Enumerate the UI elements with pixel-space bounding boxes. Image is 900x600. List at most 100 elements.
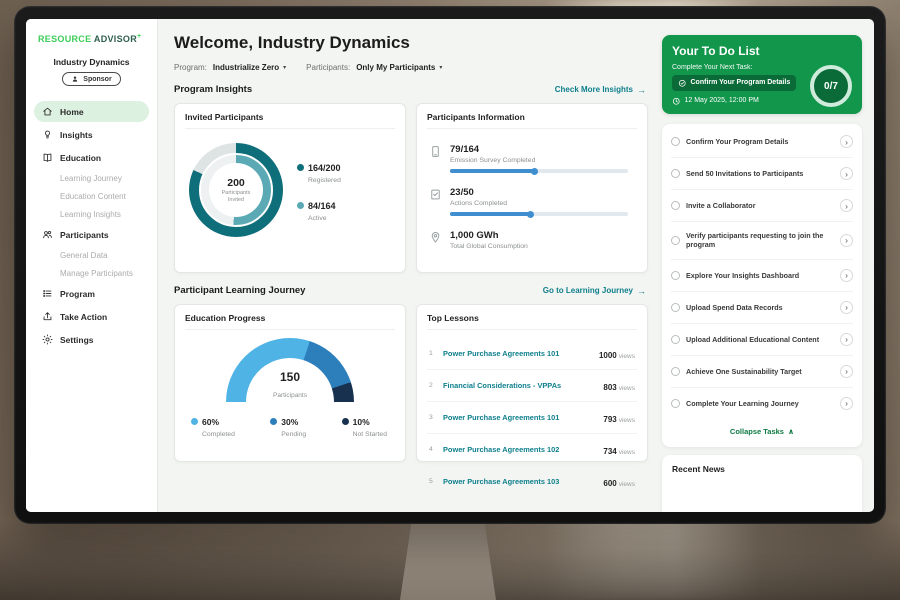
sidebar-item-label: Settings: [60, 334, 94, 345]
program-filter-label: Program:: [174, 63, 207, 72]
chevron-right-icon[interactable]: ›: [840, 332, 853, 346]
invited-donut-center: 200 Participants Invited: [209, 163, 263, 217]
checklist-icon: [431, 189, 440, 200]
sidebar-item-learning-journey[interactable]: Learning Journey: [60, 173, 122, 183]
sidebar-item-participants[interactable]: Participants: [34, 224, 149, 245]
todo-task-list: Confirm Your Program Details › Send 50 I…: [662, 124, 862, 447]
sidebar-item-insights[interactable]: Insights: [34, 124, 149, 145]
invited-donut-chart: 200 Participants Invited 164/200 Registe…: [185, 137, 395, 237]
chevron-right-icon[interactable]: ›: [840, 233, 853, 247]
learning-journey-header: Participant Learning Journey Go to Learn…: [174, 285, 646, 296]
todo-hero-card: Your To Do List Complete Your Next Task:…: [662, 35, 862, 114]
chevron-right-icon[interactable]: ›: [840, 199, 853, 212]
card-title: Participants Information: [427, 112, 637, 129]
chevron-right-icon[interactable]: ›: [840, 396, 853, 410]
todo-panel: Your To Do List Complete Your Next Task:…: [660, 19, 874, 512]
brand-logo: RESOURCE ADVISOR+: [34, 33, 149, 44]
program-select[interactable]: Industrialize Zero ▾: [213, 63, 286, 72]
chevron-right-icon[interactable]: ›: [840, 364, 853, 378]
task-checkbox[interactable]: [671, 398, 680, 408]
lesson-link[interactable]: Power Purchase Agreements 101: [443, 413, 560, 422]
task-checkbox[interactable]: [671, 302, 680, 312]
lesson-link[interactable]: Power Purchase Agreements 103: [443, 477, 560, 486]
lesson-link[interactable]: Financial Considerations - VPPAs: [443, 381, 562, 390]
next-task-pill[interactable]: Confirm Your Program Details: [672, 75, 797, 91]
sidebar-item-home[interactable]: Home: [34, 101, 149, 122]
chevron-right-icon[interactable]: ›: [840, 300, 853, 314]
card-title: Top Lessons: [427, 313, 637, 330]
sidebar-item-education-content[interactable]: Education Content: [60, 191, 126, 201]
sidebar-item-general-data[interactable]: General Data: [60, 250, 108, 260]
task-checkbox[interactable]: [671, 201, 680, 210]
gear-icon: [42, 334, 53, 345]
legend-item-completed: 60% Completed: [191, 412, 235, 438]
task-item[interactable]: Send 50 Invitations to Participants ›: [671, 158, 853, 190]
monitor-bezel: RESOURCE ADVISOR+ Industry Dynamics Spon…: [14, 6, 886, 524]
task-item[interactable]: Upload Additional Educational Content ›: [671, 324, 853, 356]
card-title: Education Progress: [185, 313, 395, 330]
participants-filter-label: Participants:: [306, 63, 351, 72]
task-checkbox[interactable]: [671, 169, 680, 178]
sidebar-item-label: Take Action: [60, 311, 108, 322]
invited-participants-card: Invited Participants 200 Participants In…: [174, 103, 406, 273]
program-insights-title: Program Insights: [174, 84, 253, 95]
participants-information-card: Participants Information 79/164 Emission…: [416, 103, 648, 273]
task-checkbox[interactable]: [671, 334, 680, 344]
task-item[interactable]: Confirm Your Program Details ›: [671, 126, 853, 158]
task-item[interactable]: Complete Your Learning Journey ›: [671, 388, 853, 419]
next-task-datetime: 12 May 2025, 12:00 PM: [672, 97, 852, 106]
participants-select-value: Only My Participants: [356, 63, 436, 72]
sidebar-item-label: Insights: [60, 129, 93, 140]
sidebar-item-learning-insights[interactable]: Learning Insights: [60, 209, 121, 219]
sidebar-item-settings[interactable]: Settings: [34, 329, 149, 350]
recent-news-title: Recent News: [672, 463, 725, 474]
task-item[interactable]: Achieve One Sustainability Target ›: [671, 356, 853, 388]
task-item[interactable]: Explore Your Insights Dashboard ›: [671, 260, 853, 292]
brand-plus: +: [137, 33, 142, 40]
sidebar-item-education[interactable]: Education: [34, 147, 149, 168]
chevron-right-icon[interactable]: ›: [840, 268, 853, 282]
participants-select[interactable]: Only My Participants ▾: [356, 63, 442, 72]
task-checkbox[interactable]: [671, 235, 680, 245]
chevron-right-icon[interactable]: ›: [840, 167, 853, 180]
go-to-learning-journey-link[interactable]: Go to Learning Journey →: [542, 285, 646, 296]
sidebar-item-label: Program: [60, 288, 95, 299]
invited-center-value: 200: [227, 176, 245, 189]
sidebar-item-take-action[interactable]: Take Action: [34, 306, 149, 327]
task-item[interactable]: Invite a Collaborator ›: [671, 190, 853, 222]
task-item[interactable]: Upload Spend Data Records ›: [671, 292, 853, 324]
arrow-right-icon: →: [637, 285, 646, 296]
task-item[interactable]: Verify participants requesting to join t…: [671, 222, 853, 260]
legend-item-registered: 164/200 Registered: [297, 158, 341, 184]
monitor-stand: [400, 522, 496, 600]
lesson-row: 3 Power Purchase Agreements 101 793 views: [427, 402, 637, 434]
legend-dot: [270, 418, 278, 425]
arrow-right-icon: →: [637, 84, 646, 95]
lesson-link[interactable]: Power Purchase Agreements 102: [443, 445, 560, 454]
lesson-row: 1 Power Purchase Agreements 101 1000 view…: [427, 338, 637, 370]
people-icon: [43, 230, 52, 239]
legend-dot: [297, 164, 304, 171]
education-legend: 60% Completed 30% Pending 10% Not Starte…: [185, 402, 395, 438]
check-more-insights-link[interactable]: Check More Insights →: [554, 84, 646, 95]
sidebar-item-program[interactable]: Program: [34, 283, 149, 304]
legend-dot: [341, 418, 349, 425]
sidebar-item-label: Participants: [60, 229, 109, 240]
invited-donut-outer: 200 Participants Invited: [189, 143, 283, 237]
top-lessons-card: Top Lessons 1 Power Purchase Agreements …: [416, 304, 648, 488]
task-checkbox[interactable]: [671, 137, 680, 146]
chevron-up-icon: ∧: [787, 426, 795, 436]
task-checkbox[interactable]: [671, 366, 680, 376]
sponsor-badge: Sponsor: [62, 72, 121, 86]
page-title: Welcome, Industry Dynamics: [174, 33, 410, 52]
lesson-link[interactable]: Power Purchase Agreements 101: [443, 349, 560, 358]
dashboard-screen: RESOURCE ADVISOR+ Industry Dynamics Spon…: [26, 19, 874, 512]
collapse-tasks-button[interactable]: Collapse Tasks ∧: [729, 426, 795, 436]
chevron-right-icon[interactable]: ›: [840, 135, 853, 148]
legend-item-active: 84/164 Active: [297, 196, 341, 222]
sidebar: RESOURCE ADVISOR+ Industry Dynamics Spon…: [26, 19, 158, 512]
sidebar-item-manage-participants[interactable]: Manage Participants: [60, 268, 133, 278]
task-checkbox[interactable]: [671, 270, 680, 280]
card-title: Invited Participants: [185, 112, 395, 129]
legend-dot: [191, 418, 198, 425]
